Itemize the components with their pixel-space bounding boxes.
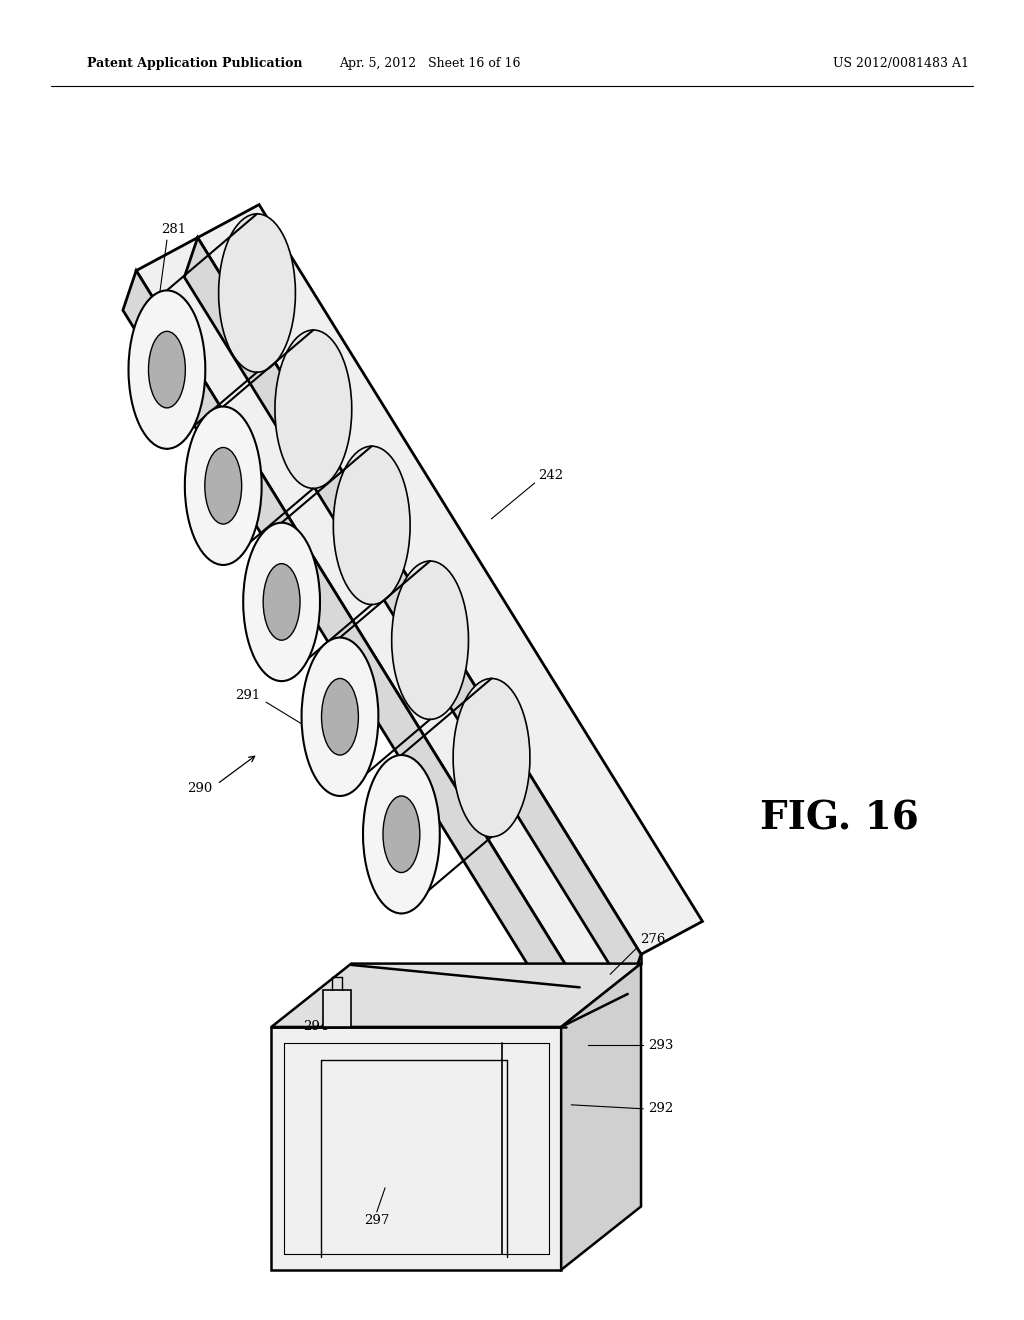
- Ellipse shape: [392, 561, 469, 719]
- Text: 242: 242: [539, 469, 563, 482]
- Text: US 2012/0081483 A1: US 2012/0081483 A1: [834, 57, 969, 70]
- Text: 276: 276: [641, 933, 666, 946]
- Ellipse shape: [364, 755, 440, 913]
- Ellipse shape: [205, 447, 242, 524]
- Ellipse shape: [219, 214, 295, 372]
- Ellipse shape: [274, 330, 352, 488]
- Ellipse shape: [334, 446, 410, 605]
- Ellipse shape: [383, 796, 420, 873]
- Ellipse shape: [129, 290, 205, 449]
- Text: 291: 291: [236, 689, 260, 702]
- Text: FIG. 16: FIG. 16: [760, 800, 920, 837]
- Text: 292: 292: [648, 1102, 673, 1115]
- Ellipse shape: [453, 678, 530, 837]
- Text: Apr. 5, 2012   Sheet 16 of 16: Apr. 5, 2012 Sheet 16 of 16: [339, 57, 521, 70]
- Ellipse shape: [302, 638, 379, 796]
- Polygon shape: [561, 964, 641, 1270]
- Text: 290: 290: [187, 781, 212, 795]
- Text: 297: 297: [365, 1214, 389, 1228]
- Ellipse shape: [322, 678, 358, 755]
- Polygon shape: [271, 964, 641, 1027]
- Text: 294: 294: [303, 1020, 328, 1034]
- Ellipse shape: [148, 331, 185, 408]
- Ellipse shape: [263, 564, 300, 640]
- Ellipse shape: [184, 407, 262, 565]
- Polygon shape: [323, 990, 351, 1027]
- Polygon shape: [136, 238, 641, 987]
- Polygon shape: [271, 1027, 561, 1270]
- Ellipse shape: [244, 523, 319, 681]
- Polygon shape: [184, 238, 641, 994]
- Text: 281: 281: [162, 223, 186, 236]
- Text: Patent Application Publication: Patent Application Publication: [87, 57, 302, 70]
- Text: 293: 293: [648, 1039, 673, 1052]
- Polygon shape: [123, 271, 580, 1027]
- Polygon shape: [198, 205, 702, 954]
